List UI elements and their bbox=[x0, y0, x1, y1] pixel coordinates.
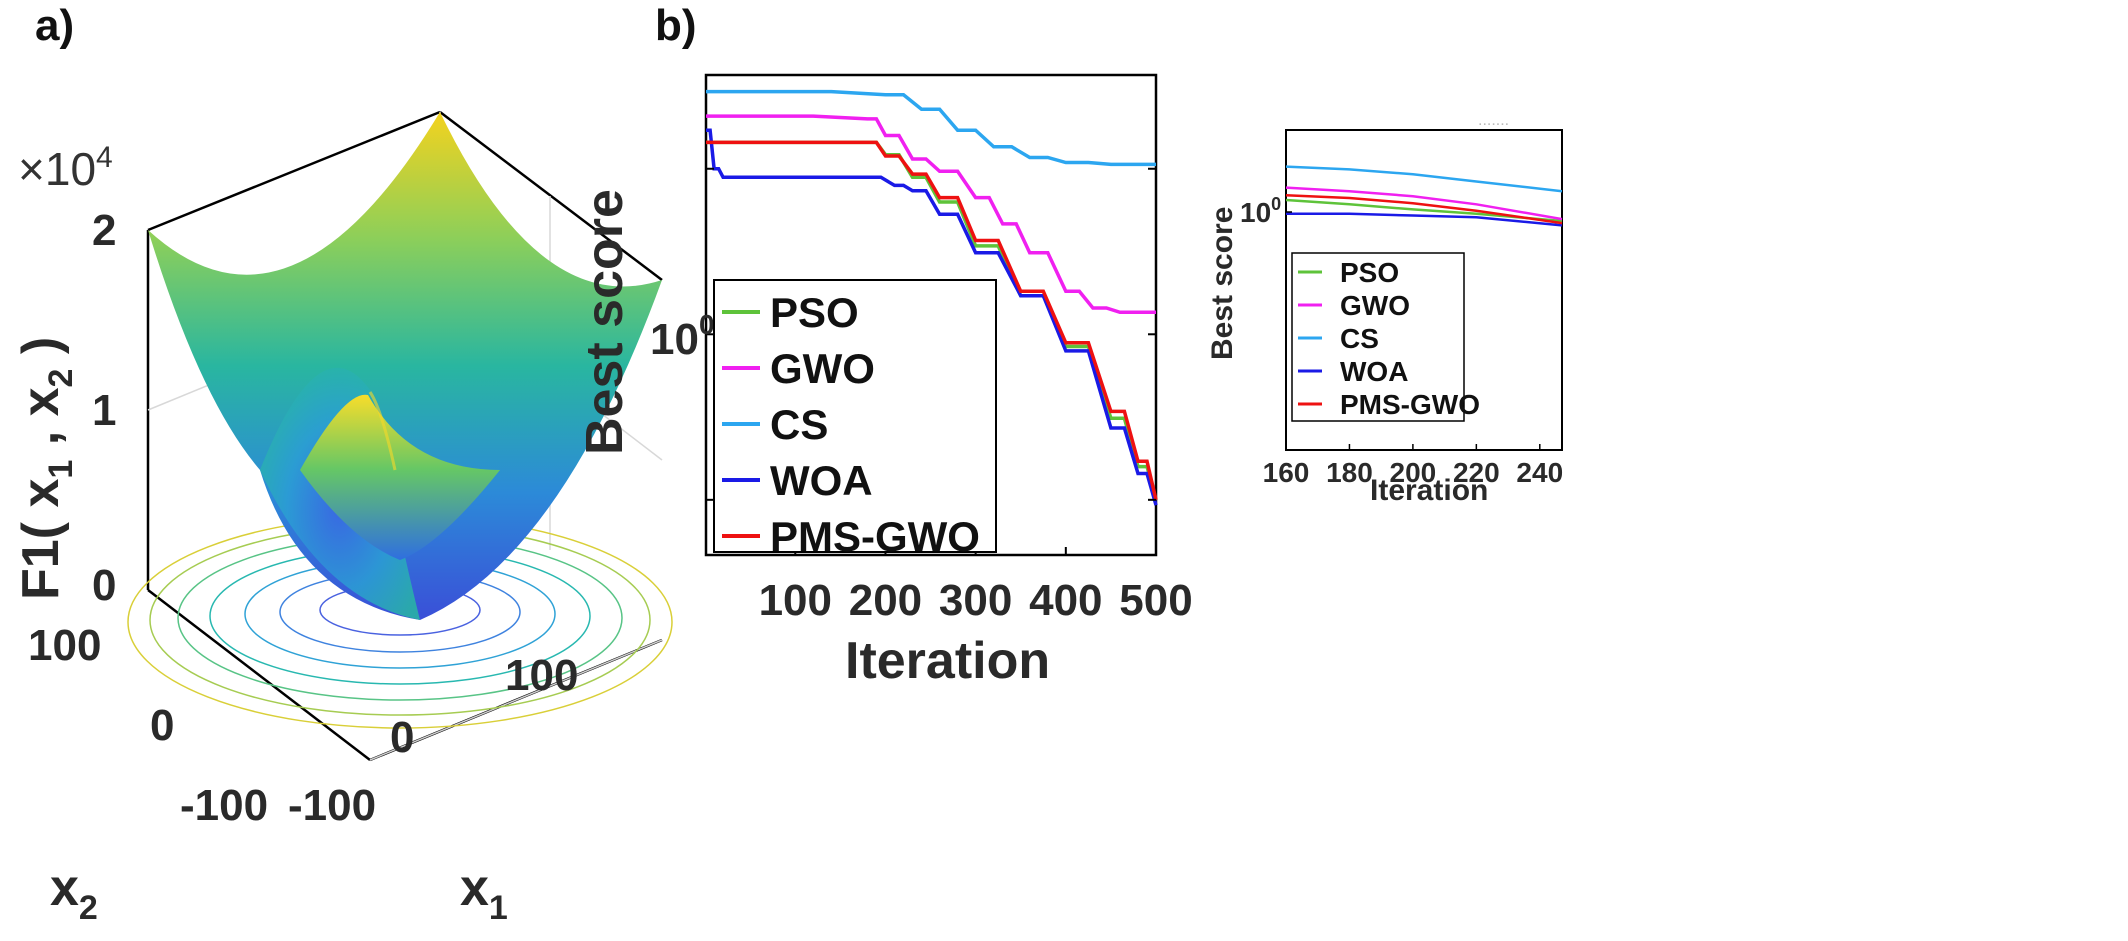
zoom-series-line-pms-gwo bbox=[1285, 194, 1563, 225]
zoom-x-tick-label: 160 bbox=[1263, 457, 1310, 488]
zoom-plot-panel: ....... 160 180 200 220 240 100 Best score I… bbox=[1206, 112, 1563, 507]
zoom-y-axis-label: Best score bbox=[1206, 207, 1239, 360]
legend-box bbox=[713, 279, 997, 553]
z-ticks: 0 1 2 bbox=[92, 206, 116, 610]
series-line-gwo bbox=[706, 114, 1156, 315]
legend-label-pms-gwo: PMS-GWO bbox=[770, 513, 980, 560]
clipped-inset-text: ....... bbox=[1478, 112, 1509, 129]
legend-label-pso: PSO bbox=[770, 289, 859, 336]
x2-tick-label: 100 bbox=[28, 621, 101, 670]
x-tick-label: 400 bbox=[1029, 576, 1102, 625]
y-axis-label: Best score bbox=[576, 189, 634, 455]
series-line-woa bbox=[706, 128, 1158, 506]
axis-ticks: 100 200 300 400 500 bbox=[706, 167, 1193, 625]
surface-plot-panel: a) bbox=[12, 1, 673, 927]
panel-b-label: b) bbox=[655, 1, 697, 50]
zoom-x-tick-label: 220 bbox=[1453, 457, 1500, 488]
zoom-y-tick-label: 100 bbox=[1240, 194, 1281, 228]
zoom-series-line-gwo bbox=[1285, 186, 1563, 221]
zoom-series-line-pso bbox=[1285, 198, 1563, 223]
x1-tick-label: -100 bbox=[288, 781, 376, 830]
y-tick-label: 100 bbox=[650, 309, 715, 364]
x-tick-label: 200 bbox=[849, 576, 922, 625]
zoom-legend-label-woa: WOA bbox=[1340, 356, 1408, 387]
x2-tick-label: 0 bbox=[150, 701, 174, 750]
legend-label-cs: CS bbox=[770, 401, 828, 448]
legend-label-gwo: GWO bbox=[770, 345, 875, 392]
x1-tick-label: 100 bbox=[505, 651, 578, 700]
surface-bowl bbox=[148, 112, 662, 620]
zoom-series-line-woa bbox=[1286, 212, 1563, 227]
x-axis-label: Iteration bbox=[845, 632, 1050, 690]
series-lines bbox=[706, 89, 1158, 506]
x2-tick-label: -100 bbox=[180, 781, 268, 830]
zoom-x-axis-label: Iteration bbox=[1370, 474, 1488, 507]
x2-ticks: 100 0 -100 bbox=[28, 621, 268, 830]
x-tick-label: 300 bbox=[939, 576, 1012, 625]
zoom-x-tick-label: 180 bbox=[1326, 457, 1373, 488]
zoom-x-tick-label: 200 bbox=[1390, 457, 1437, 488]
zoom-legend-label-pms-gwo: PMS-GWO bbox=[1340, 389, 1480, 420]
z-axis-label: F1( x1 , x2 ) bbox=[12, 337, 80, 600]
z-tick-label: 0 bbox=[92, 561, 116, 610]
x2-axis-label: x2 bbox=[50, 859, 98, 927]
zoom-x-tick-label: 240 bbox=[1516, 457, 1563, 488]
z-multiplier: ×104 bbox=[18, 141, 113, 195]
series-line-cs bbox=[706, 89, 1156, 167]
zoom-legend-label-gwo: GWO bbox=[1340, 290, 1410, 321]
zoom-series-line-cs bbox=[1285, 165, 1563, 193]
x1-ticks: -100 0 100 bbox=[288, 651, 578, 830]
zoom-series-lines bbox=[1285, 165, 1563, 227]
x-tick-label: 500 bbox=[1119, 576, 1192, 625]
zoom-legend-label-pso: PSO bbox=[1340, 257, 1399, 288]
panel-a-label: a) bbox=[35, 1, 74, 50]
z-tick-label: 2 bbox=[92, 206, 116, 255]
x1-axis-label: x1 bbox=[460, 859, 508, 927]
zoom-axis-ticks: 160 180 200 220 240 bbox=[1263, 211, 1563, 488]
series-line-pms-gwo bbox=[706, 140, 1158, 501]
legend-label-woa: WOA bbox=[770, 457, 873, 504]
x-tick-label: 100 bbox=[759, 576, 832, 625]
x1-tick-label: 0 bbox=[390, 713, 414, 762]
convergence-plot-panel: b) 100 200 300 400 500 100 Best score Iterat… bbox=[576, 1, 1193, 690]
zoom-legend-label-cs: CS bbox=[1340, 323, 1379, 354]
z-tick-label: 1 bbox=[92, 386, 116, 435]
legend: PSO GWO CS WOA PMS-GWO bbox=[713, 279, 997, 560]
